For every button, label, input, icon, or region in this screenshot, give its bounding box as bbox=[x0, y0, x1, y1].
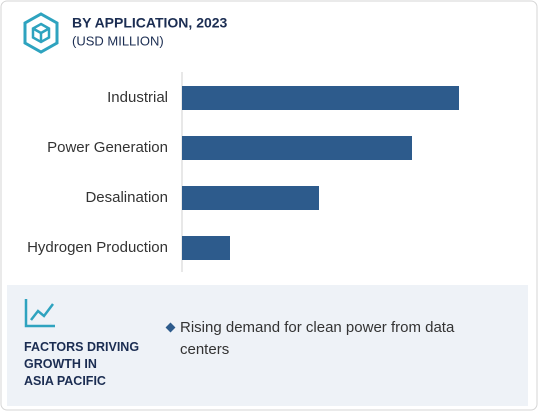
chart-subtitle: (USD MILLION) bbox=[72, 33, 164, 48]
y-tick-label: Power Generation bbox=[47, 139, 168, 156]
factors-title-line: GROWTH IN bbox=[24, 357, 97, 371]
trend-icon bbox=[24, 299, 55, 328]
bar bbox=[182, 236, 230, 260]
y-tick-label: Industrial bbox=[107, 89, 168, 106]
bar bbox=[182, 136, 412, 160]
y-tick-label: Desalination bbox=[85, 189, 168, 206]
factors-title-line: FACTORS DRIVING bbox=[24, 340, 140, 354]
bar bbox=[182, 86, 459, 110]
factors-list: Rising demand for clean power from data … bbox=[166, 317, 486, 361]
y-tick-label: Hydrogen Production bbox=[27, 239, 168, 256]
app-icon bbox=[23, 12, 59, 54]
factor-item: Rising demand for clean power from data … bbox=[166, 317, 486, 361]
bar bbox=[182, 186, 319, 210]
chart-title: BY APPLICATION, 2023 bbox=[72, 15, 228, 31]
factors-title: FACTORS DRIVING GROWTH IN ASIA PACIFIC bbox=[24, 339, 139, 390]
factors-title-line: ASIA PACIFIC bbox=[24, 374, 106, 388]
